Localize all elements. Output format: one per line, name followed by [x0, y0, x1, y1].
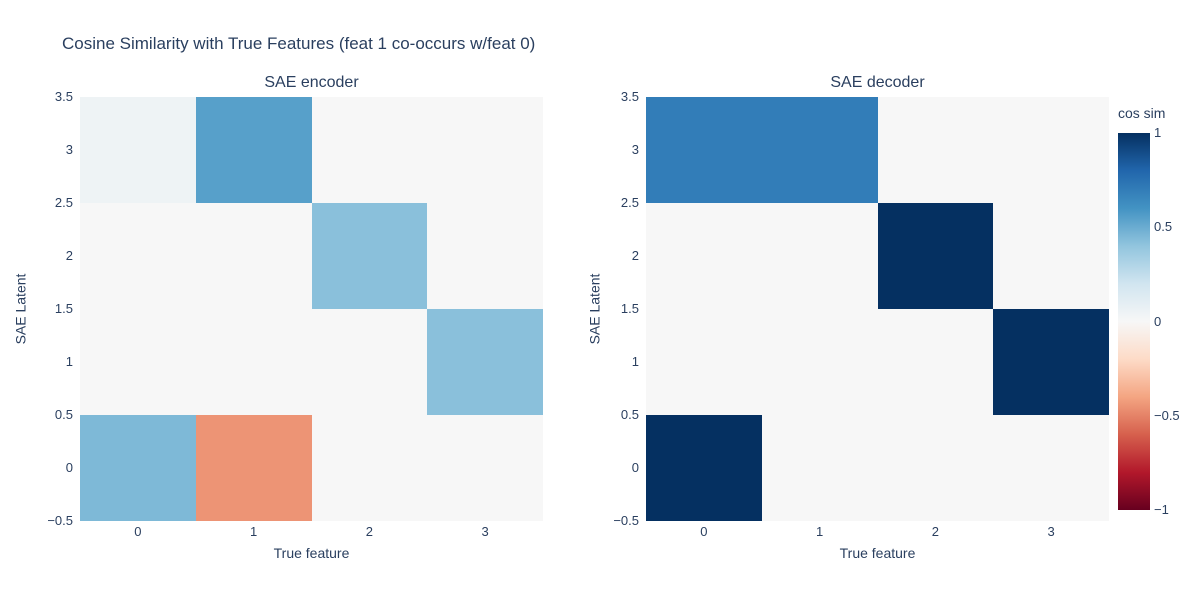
heatmap-cell[interactable]	[311, 97, 428, 203]
x-tick-label: 0	[134, 524, 142, 539]
heatmap-cell[interactable]	[80, 309, 196, 415]
heatmap-cell[interactable]	[761, 203, 878, 309]
y-tick-label: −0.5	[613, 513, 639, 528]
y-tick-label: 3.5	[54, 89, 73, 104]
heatmap-cell[interactable]	[761, 309, 878, 415]
x-tick-label: 3	[481, 524, 489, 539]
heatmap-cell[interactable]	[427, 203, 543, 309]
heatmap-cell[interactable]	[195, 309, 312, 415]
y-tick-label: 2.5	[620, 195, 639, 210]
subplot-title-decoder: SAE decoder	[830, 74, 925, 91]
y-tick-label: 3	[631, 142, 639, 157]
heatmap-cell[interactable]	[761, 415, 878, 521]
heatmap-cell[interactable]	[311, 309, 428, 415]
y-tick-label: 1	[631, 354, 639, 369]
heatmap-cell[interactable]	[646, 415, 762, 521]
x-tick-label: 1	[250, 524, 258, 539]
y-axis-title-encoder: SAE Latent	[12, 97, 28, 521]
colorbar-title: cos sim	[1118, 105, 1166, 121]
heatmap-cell[interactable]	[877, 415, 994, 521]
heatmap-decoder[interactable]	[646, 97, 1109, 521]
y-tick-label: 0	[631, 460, 639, 475]
colorbar	[1118, 133, 1150, 510]
y-tick-label: 1	[65, 354, 73, 369]
heatmap-encoder[interactable]	[80, 97, 543, 521]
y-tick-label: 2	[65, 248, 73, 263]
x-tick-label: 2	[365, 524, 373, 539]
heatmap-cell[interactable]	[877, 97, 994, 203]
heatmap-cell[interactable]	[427, 309, 543, 415]
x-axis-title-decoder: True feature	[839, 545, 916, 561]
y-tick-label: 3	[65, 142, 73, 157]
heatmap-cell[interactable]	[311, 203, 428, 309]
y-tick-label: 0.5	[620, 407, 639, 422]
heatmap-cell[interactable]	[993, 203, 1109, 309]
x-tick-label: 0	[700, 524, 708, 539]
heatmap-cell[interactable]	[427, 415, 543, 521]
subplot-title-encoder: SAE encoder	[264, 74, 359, 91]
heatmap-cell[interactable]	[427, 97, 543, 203]
y-tick-label: 3.5	[620, 89, 639, 104]
heatmap-cell[interactable]	[311, 415, 428, 521]
colorbar-tick-label: −1	[1154, 502, 1169, 517]
heatmap-cell[interactable]	[761, 97, 878, 203]
x-tick-label: 2	[931, 524, 939, 539]
y-tick-label: 2.5	[54, 195, 73, 210]
heatmap-cell[interactable]	[993, 415, 1109, 521]
colorbar-tick-label: 0.5	[1154, 219, 1173, 235]
y-tick-label: 2	[631, 248, 639, 263]
x-tick-label: 3	[1047, 524, 1055, 539]
heatmap-cell[interactable]	[877, 309, 994, 415]
heatmap-cell[interactable]	[877, 203, 994, 309]
heatmap-cell[interactable]	[646, 309, 762, 415]
heatmap-cell[interactable]	[993, 309, 1109, 415]
colorbar-tick-label: −0.5	[1154, 407, 1180, 423]
y-tick-label: 0.5	[54, 407, 73, 422]
colorbar-tick-label: 1	[1154, 125, 1162, 140]
heatmap-cell[interactable]	[80, 97, 196, 203]
x-tick-label: 1	[816, 524, 824, 539]
y-tick-label: 1.5	[54, 301, 73, 316]
colorbar-tick-label: 0	[1154, 313, 1162, 329]
y-tick-label: 0	[65, 460, 73, 475]
y-tick-label: −0.5	[47, 513, 73, 528]
figure-title: Cosine Similarity with True Features (fe…	[62, 34, 536, 53]
heatmap-cell[interactable]	[80, 203, 196, 309]
heatmap-cell[interactable]	[646, 97, 762, 203]
heatmap-cell[interactable]	[646, 203, 762, 309]
y-axis-title-text: SAE Latent	[12, 273, 29, 345]
x-axis-title-encoder: True feature	[273, 545, 350, 561]
heatmap-cell[interactable]	[195, 203, 312, 309]
heatmap-cell[interactable]	[195, 415, 312, 521]
heatmap-cell[interactable]	[195, 97, 312, 203]
heatmap-cell[interactable]	[80, 415, 196, 521]
y-tick-label: 1.5	[620, 301, 639, 316]
heatmap-cell[interactable]	[993, 97, 1109, 203]
